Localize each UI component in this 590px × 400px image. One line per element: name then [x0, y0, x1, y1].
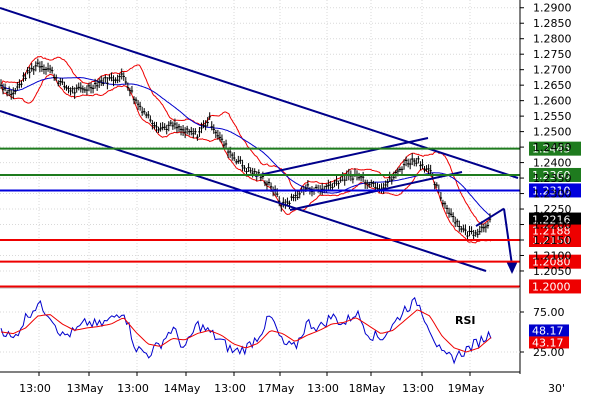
forecast-arrow-lead	[475, 207, 505, 227]
channel-upper	[0, 7, 519, 179]
last-price-label: 1.2216	[532, 214, 571, 227]
x-tick-label: 13:00	[19, 382, 51, 395]
level-badge	[529, 167, 581, 182]
rsi-series-line	[0, 309, 492, 353]
horizontal-levels: 1.2445 1.2360 1.2310 1.2150 1.2080 1.2000 1.22…	[0, 141, 581, 294]
level-badge-label: 1.2150	[532, 234, 571, 247]
y-tick-label: 1.2900	[533, 2, 572, 15]
y-tick-label: 1.2050	[533, 265, 572, 278]
y-tick-label: 1.2550	[533, 110, 572, 123]
level-badge-label: 1.2000	[532, 280, 571, 293]
prev-price-label: 1.2188	[532, 225, 571, 238]
y-tick-label: 1.2600	[533, 95, 572, 108]
rsi-tick-label: 75.00	[533, 306, 565, 319]
y-tick-label: 1.2350	[533, 172, 572, 185]
time-axis: 13:00 13May 13:00 14May 13:00 17May 13:00 18May…	[0, 287, 565, 395]
y-tick-label: 1.2650	[533, 79, 572, 92]
rsi-signal-label: 43.17	[532, 336, 564, 349]
rsi-current-label: 48.17	[532, 324, 564, 337]
y-tick-label: 1.2200	[533, 219, 572, 232]
triangle-upper	[254, 137, 429, 177]
y-tick-label: 1.2500	[533, 126, 572, 139]
level-badge	[529, 254, 581, 269]
level-badge-label: 1.2310	[532, 184, 571, 197]
y-tick-label: 1.2100	[533, 249, 572, 262]
prev-price-badge	[529, 224, 581, 237]
x-tick-label: 17May	[258, 382, 295, 395]
grid	[0, 0, 520, 372]
x-tick-label: 13:00	[307, 382, 339, 395]
forecast-arrow-shaft	[503, 208, 513, 266]
x-tick-label: 13:00	[214, 382, 246, 395]
y-tick-label: 1.2850	[533, 17, 572, 30]
rsi-series-line	[0, 296, 492, 365]
rsi-signal-badge	[529, 336, 569, 349]
y-tick-label: 1.2750	[533, 48, 572, 61]
level-badge-label: 1.2360	[532, 169, 571, 182]
x-tick-label: 14May	[164, 382, 201, 395]
level-badge	[529, 183, 581, 198]
last-price-badge	[529, 212, 581, 227]
level-badge	[529, 141, 581, 156]
rsi-tick-label: 25.00	[533, 346, 565, 359]
x-corner-label: 30'	[548, 382, 565, 395]
bollinger-upper	[0, 55, 492, 225]
y-tick-label: 1.2150	[533, 234, 572, 247]
x-tick-label: 13May	[67, 382, 104, 395]
y-tick-label: 1.2700	[533, 64, 572, 77]
rsi-current-badge	[529, 324, 569, 337]
x-tick-label: 13:00	[117, 382, 149, 395]
x-tick-label: 19May	[448, 382, 485, 395]
level-badge-label: 1.2445	[532, 143, 571, 156]
x-tick-label: 13:00	[402, 382, 434, 395]
level-badge	[529, 279, 581, 294]
level-badge-label: 1.2080	[532, 256, 571, 269]
y-tick-label: 1.2800	[533, 33, 572, 46]
forecast-arrow-head	[506, 260, 518, 274]
rsi-label: RSI	[455, 314, 476, 327]
y-tick-label: 1.2300	[533, 188, 572, 201]
y-tick-label: 1.2250	[533, 203, 572, 216]
moving-average	[0, 76, 492, 217]
y-tick-label: 1.2450	[533, 141, 572, 154]
x-tick-label: 18May	[349, 382, 386, 395]
y-tick-label: 1.2400	[533, 157, 572, 170]
